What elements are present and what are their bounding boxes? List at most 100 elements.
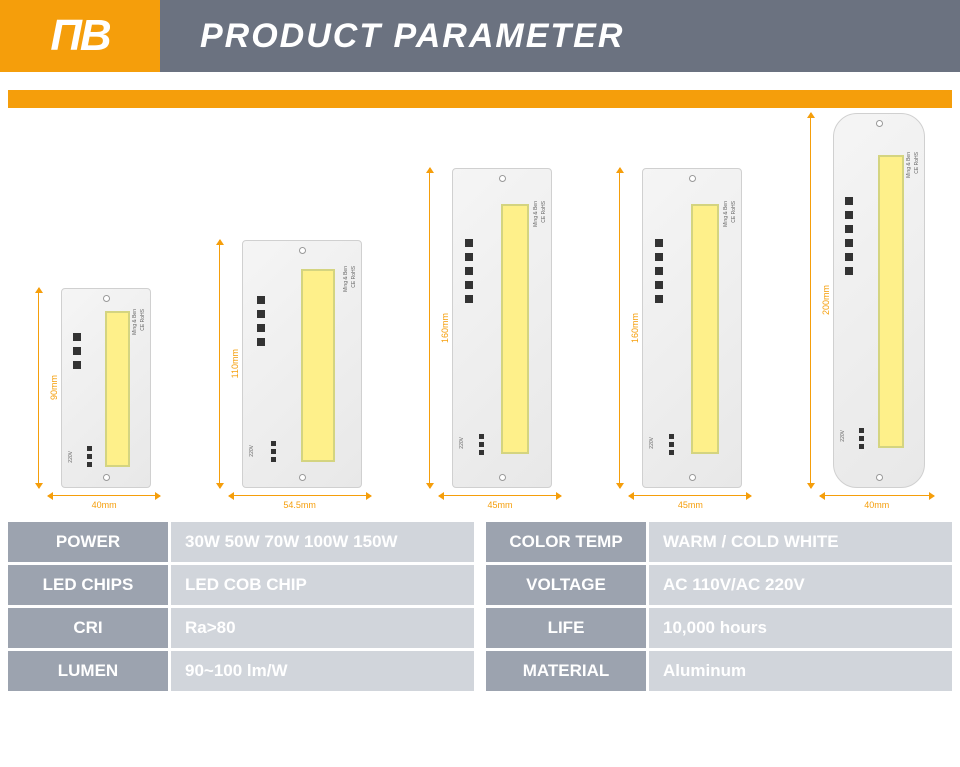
chip-component <box>655 295 663 303</box>
led-strip <box>691 204 719 454</box>
specs-right-col: COLOR TEMP WARM / COLD WHITE VOLTAGE AC … <box>486 522 952 691</box>
chip-components-small <box>271 441 276 462</box>
dim-arrow-horizontal <box>439 492 561 500</box>
chip-voltage-text: 220V <box>840 430 846 442</box>
chip-component-small <box>271 449 276 454</box>
dim-height-label: 200mm <box>821 285 831 315</box>
led-chip: CE RoHS Ming & Ben 220V <box>833 113 925 488</box>
chip-component <box>845 239 853 247</box>
header: ΠB PRODUCT PARAMETER <box>0 0 960 72</box>
chip-components-small <box>669 434 674 455</box>
spec-row: COLOR TEMP WARM / COLD WHITE <box>486 522 952 562</box>
chip-component-small <box>271 457 276 462</box>
spec-value: WARM / COLD WHITE <box>649 522 952 562</box>
chip-component-small <box>87 446 92 451</box>
spec-value: Aluminum <box>649 651 952 691</box>
chip-cert-text: CE RoHS <box>731 201 737 223</box>
chip-brand-text: Ming & Ben <box>723 201 729 227</box>
chip-components <box>257 296 265 346</box>
chip-cert-text: CE RoHS <box>914 152 920 174</box>
spec-label: LED CHIPS <box>8 565 168 605</box>
chip-component <box>845 211 853 219</box>
spec-row: LUMEN 90~100 lm/W <box>8 651 474 691</box>
spec-row: MATERIAL Aluminum <box>486 651 952 691</box>
specs-table: POWER 30W 50W 70W 100W 150W LED CHIPS LE… <box>0 518 960 699</box>
spec-value: 90~100 lm/W <box>171 651 474 691</box>
dim-width-label: 45mm <box>485 500 514 510</box>
mount-hole <box>103 474 110 481</box>
page-title: PRODUCT PARAMETER <box>200 17 624 56</box>
chip-component <box>465 267 473 275</box>
led-chip: CE RoHS Ming & Ben 220V <box>452 168 552 488</box>
mount-hole <box>689 175 696 182</box>
chip-components-small <box>479 434 484 455</box>
spec-row: LIFE 10,000 hours <box>486 608 952 648</box>
mount-hole <box>299 474 306 481</box>
dim-height <box>807 113 815 488</box>
chip-brand-text: Ming & Ben <box>906 152 912 178</box>
spec-label: CRI <box>8 608 168 648</box>
products-area: 90mm CE RoHS Ming & Ben 220V 40mm 110mm <box>0 108 960 518</box>
chip-component <box>257 338 265 346</box>
chip-component <box>465 253 473 261</box>
led-chip: CE RoHS Ming & Ben 220V <box>61 288 151 488</box>
chip-component-small <box>479 434 484 439</box>
dim-row: 160mm CE RoHS Ming & Ben 220V <box>426 168 552 488</box>
product-item: 90mm CE RoHS Ming & Ben 220V 40mm <box>26 288 160 510</box>
chip-brand-text: Ming & Ben <box>343 266 349 292</box>
chip-component <box>73 361 81 369</box>
chip-component-small <box>271 441 276 446</box>
mount-hole <box>499 175 506 182</box>
spec-row: VOLTAGE AC 110V/AC 220V <box>486 565 952 605</box>
mount-hole <box>499 474 506 481</box>
chip-voltage-text: 220V <box>649 437 655 449</box>
chip-component <box>655 267 663 275</box>
dim-width <box>48 492 160 500</box>
spec-row: LED CHIPS LED COB CHIP <box>8 565 474 605</box>
mount-hole <box>876 120 883 127</box>
spec-value: LED COB CHIP <box>171 565 474 605</box>
spec-label: MATERIAL <box>486 651 646 691</box>
chip-component <box>257 296 265 304</box>
dim-height <box>35 288 43 488</box>
logo-text: ΠB <box>50 11 109 61</box>
spec-label: POWER <box>8 522 168 562</box>
chip-component <box>73 347 81 355</box>
spec-label: LUMEN <box>8 651 168 691</box>
chip-component <box>845 253 853 261</box>
chip-component <box>73 333 81 341</box>
chip-components <box>845 197 853 275</box>
led-strip <box>105 311 130 467</box>
led-strip <box>878 155 904 448</box>
chip-component-small <box>87 454 92 459</box>
dim-arrow-vertical <box>616 168 624 488</box>
spec-row: CRI Ra>80 <box>8 608 474 648</box>
chip-cert-text: CE RoHS <box>541 201 547 223</box>
spec-value: AC 110V/AC 220V <box>649 565 952 605</box>
dim-arrow-horizontal <box>229 492 371 500</box>
chip-voltage-text: 220V <box>459 437 465 449</box>
spec-value: Ra>80 <box>171 608 474 648</box>
product-item: 200mm CE RoHS Ming & Ben 220V 40mm <box>798 113 934 510</box>
chip-cert-text: CE RoHS <box>351 266 357 288</box>
chip-component <box>465 281 473 289</box>
dim-height-label: 160mm <box>440 313 450 343</box>
specs-left-col: POWER 30W 50W 70W 100W 150W LED CHIPS LE… <box>8 522 474 691</box>
chip-component <box>465 295 473 303</box>
chip-component <box>465 239 473 247</box>
dim-height <box>426 168 434 488</box>
spec-label: LIFE <box>486 608 646 648</box>
spec-label: VOLTAGE <box>486 565 646 605</box>
dim-width-label: 40mm <box>862 500 891 510</box>
dim-arrow-horizontal <box>48 492 160 500</box>
dim-width-label: 54.5mm <box>281 500 318 510</box>
product-item: 160mm CE RoHS Ming & Ben 220V 45mm <box>607 168 751 510</box>
dim-arrow-vertical <box>35 288 43 488</box>
title-box: PRODUCT PARAMETER <box>160 0 960 72</box>
chip-component-small <box>479 450 484 455</box>
dim-width <box>439 492 561 500</box>
dim-arrow-horizontal <box>820 492 934 500</box>
dim-row: 90mm CE RoHS Ming & Ben 220V <box>35 288 151 488</box>
chip-component-small <box>669 450 674 455</box>
dim-width-label: 45mm <box>676 500 705 510</box>
